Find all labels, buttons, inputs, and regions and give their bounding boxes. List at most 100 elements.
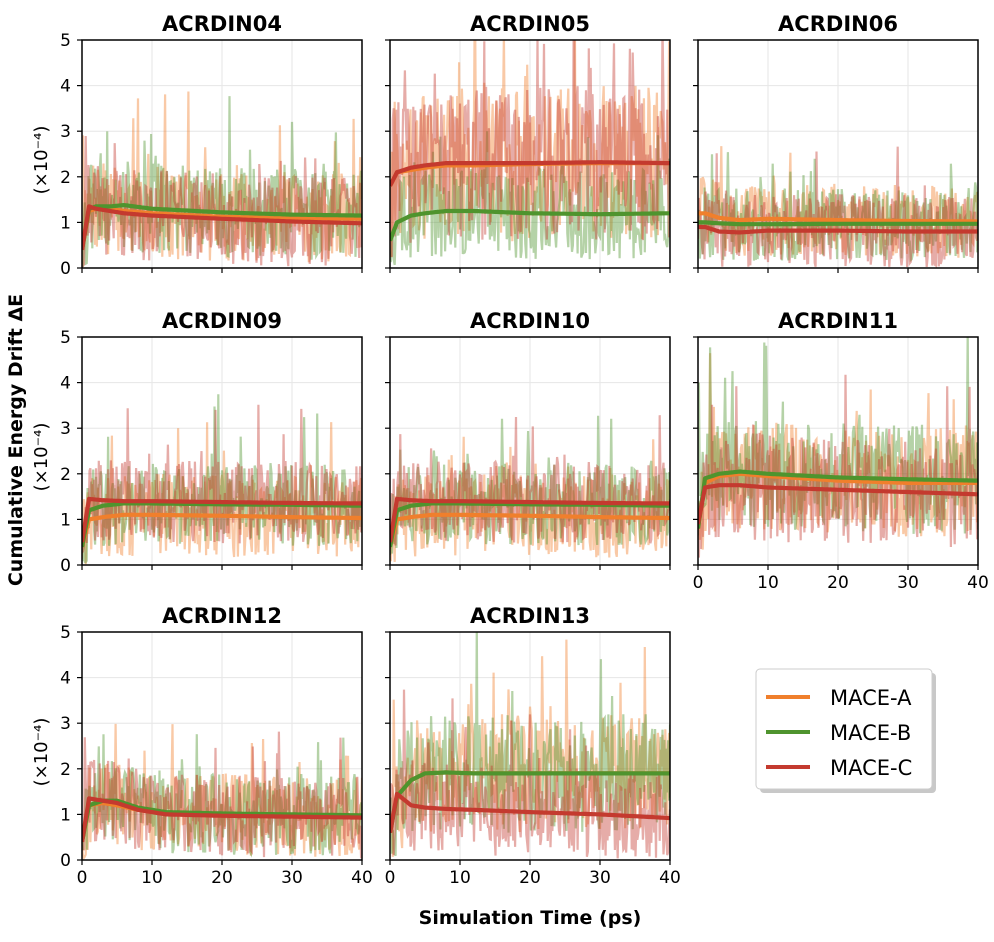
panel-acrdin06: ACRDIN06: [693, 12, 979, 273]
legend-label-mace-a: MACE-A: [830, 686, 912, 710]
panel-acrdin04: 0 1 2 3 4 5 ACRDIN04 (×10⁻⁴): [31, 12, 363, 279]
panel-acrdin05: ACRDIN05: [385, 12, 671, 273]
y-tick-label: 5: [60, 31, 71, 51]
series-line-mace-a: [390, 512, 670, 548]
panel-title: ACRDIN06: [778, 12, 898, 36]
noise-trace-mace-c: [390, 415, 670, 550]
x-tick-label: 10: [141, 868, 163, 888]
plot-area: [82, 723, 362, 860]
y-tick-label: 3: [60, 419, 71, 439]
x-axis-label: Simulation Time (ps): [419, 907, 642, 929]
plot-area: [390, 415, 670, 562]
x-tick-label: 30: [281, 868, 303, 888]
panels-group: 0 1 2 3 4 5 ACRDIN04 (×10⁻⁴) ACRDIN05 ACRDIN06 0 1 2…: [31, 12, 989, 888]
x-tick-label: 40: [659, 868, 681, 888]
noise-trace-mace-c: [390, 40, 670, 258]
panel-acrdin09: 0 1 2 3 4 5 ACRDIN09 (×10⁻⁴): [31, 309, 363, 576]
series-line-mace-a: [82, 512, 362, 548]
x-tick-label: 20: [519, 868, 541, 888]
plot-area: [82, 394, 362, 565]
x-tick-label: 30: [897, 573, 919, 593]
noise-trace-mace-a: [698, 353, 978, 550]
x-tick-label: 10: [449, 868, 471, 888]
panel-acrdin13: 0 10 20 30 40 ACRDIN13: [385, 604, 681, 888]
x-tick-label: 0: [693, 573, 704, 593]
unit-label: (×10⁻⁴): [31, 126, 52, 195]
x-tick-label: 10: [757, 573, 779, 593]
panel-title: ACRDIN09: [162, 309, 282, 333]
legend: MACE-A MACE-B MACE-C: [755, 668, 936, 793]
y-tick-label: 2: [60, 168, 71, 188]
panel-title: ACRDIN13: [470, 604, 590, 628]
noise-trace-mace-b: [82, 96, 362, 268]
series-line-mace-c: [82, 496, 362, 543]
noise-trace-mace-b: [698, 337, 978, 536]
y-tick-label: 4: [60, 374, 71, 394]
series-line-mace-c: [698, 224, 978, 235]
series-line-mace-c: [82, 796, 362, 843]
noise-trace-mace-c: [82, 135, 362, 268]
series-line-mace-c: [390, 160, 670, 187]
x-tick-label: 30: [589, 868, 611, 888]
noise-trace-mace-b: [390, 415, 670, 555]
y-tick-label: 0: [60, 851, 71, 871]
y-tick-label: 4: [60, 669, 71, 689]
noise-trace-mace-a: [698, 146, 978, 258]
series-line-mace-b: [698, 469, 978, 529]
noise-trace-mace-c: [82, 731, 362, 859]
noise-trace-mace-b: [390, 131, 670, 266]
panel-title: ACRDIN04: [162, 12, 282, 36]
plot-area: [390, 40, 670, 266]
y-tick-label: 4: [60, 77, 71, 97]
noise-trace-mace-a: [82, 91, 362, 265]
x-tick-label: 20: [827, 573, 849, 593]
y-tick-label: 3: [60, 714, 71, 734]
x-tick-label: 0: [385, 868, 396, 888]
series-line-mace-c: [390, 791, 670, 833]
plot-area: [698, 146, 978, 268]
plot-area: [82, 91, 362, 268]
panel-title: ACRDIN10: [470, 309, 590, 333]
series-line-mace-b: [82, 798, 362, 843]
noise-trace-mace-a: [82, 723, 362, 860]
y-tick-label: 1: [60, 805, 71, 825]
x-tick-label: 20: [211, 868, 233, 888]
y-tick-label: 5: [60, 328, 71, 348]
y-tick-label: 0: [60, 556, 71, 576]
plot-area: [390, 632, 670, 859]
y-tick-label: 3: [60, 122, 71, 142]
series-line-mace-c: [390, 496, 670, 543]
noise-trace-mace-b: [82, 734, 362, 858]
panel-title: ACRDIN12: [162, 604, 282, 628]
y-tick-label: 2: [60, 465, 71, 485]
unit-label: (×10⁻⁴): [31, 718, 52, 787]
y-tick-label: 5: [60, 623, 71, 643]
y-tick-label: 1: [60, 510, 71, 530]
panel-title: ACRDIN11: [778, 309, 898, 333]
x-tick-label: 40: [967, 573, 989, 593]
panel-acrdin10: ACRDIN10: [385, 309, 671, 570]
y-tick-label: 1: [60, 213, 71, 233]
plot-area: [698, 337, 978, 558]
panel-title: ACRDIN05: [470, 12, 590, 36]
x-tick-label: 40: [351, 868, 373, 888]
panel-acrdin12: 0 1 2 3 4 5 0 10 20 30 40 ACRDIN12 (×10⁻⁴): [31, 604, 373, 888]
noise-trace-mace-a: [390, 639, 670, 857]
legend-label-mace-b: MACE-B: [830, 721, 911, 745]
series-line-mace-c: [698, 483, 978, 525]
series-line-mace-c: [82, 204, 362, 251]
y-axis-label: Cumulative Energy Drift ΔE: [5, 294, 27, 586]
panel-acrdin11: 0 10 20 30 40 ACRDIN11: [693, 309, 989, 593]
series-line-mace-a: [698, 211, 978, 224]
x-tick-label: 0: [77, 868, 88, 888]
unit-label: (×10⁻⁴): [31, 423, 52, 492]
noise-trace-mace-c: [390, 689, 670, 859]
noise-trace-mace-a: [390, 40, 670, 258]
series-line-mace-b: [390, 208, 670, 242]
series-line-mace-b: [390, 770, 670, 834]
y-tick-label: 2: [60, 760, 71, 780]
noise-trace-mace-a: [390, 436, 670, 562]
series-line-mace-b: [82, 203, 362, 251]
series-line-mace-b: [698, 220, 978, 227]
